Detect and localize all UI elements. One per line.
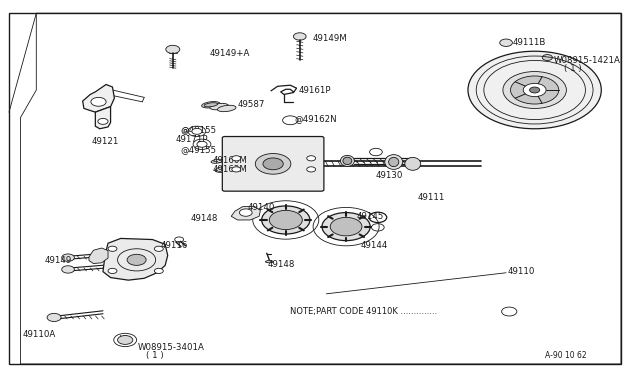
Circle shape bbox=[91, 97, 106, 106]
Text: 49148: 49148 bbox=[268, 260, 296, 269]
Circle shape bbox=[61, 254, 74, 261]
Circle shape bbox=[47, 313, 61, 321]
Text: NOTE;PART CODE 49110K ..............: NOTE;PART CODE 49110K .............. bbox=[290, 307, 438, 316]
Circle shape bbox=[263, 158, 284, 170]
Circle shape bbox=[307, 156, 316, 161]
Circle shape bbox=[307, 167, 316, 172]
Text: 49171P: 49171P bbox=[175, 135, 208, 144]
Circle shape bbox=[500, 39, 513, 46]
Text: 49162M: 49162M bbox=[212, 165, 247, 174]
Text: 49111: 49111 bbox=[417, 193, 445, 202]
Text: 49160M: 49160M bbox=[212, 156, 247, 166]
Circle shape bbox=[61, 266, 74, 273]
Text: 49149+A: 49149+A bbox=[210, 49, 250, 58]
Text: 49145: 49145 bbox=[357, 212, 384, 221]
Circle shape bbox=[269, 211, 302, 230]
Circle shape bbox=[127, 254, 146, 265]
Text: W: W bbox=[541, 55, 548, 61]
Ellipse shape bbox=[385, 155, 403, 169]
Polygon shape bbox=[103, 238, 168, 280]
Text: 49144: 49144 bbox=[360, 241, 387, 250]
Text: W: W bbox=[120, 336, 127, 344]
Circle shape bbox=[293, 33, 306, 40]
Text: @49155: @49155 bbox=[180, 125, 216, 134]
Circle shape bbox=[542, 55, 552, 61]
Text: A-90 10 62: A-90 10 62 bbox=[545, 350, 586, 360]
Circle shape bbox=[98, 118, 108, 124]
Text: 49111B: 49111B bbox=[513, 38, 546, 46]
Polygon shape bbox=[89, 248, 108, 263]
Text: @: @ bbox=[182, 128, 189, 135]
Ellipse shape bbox=[210, 103, 228, 110]
Polygon shape bbox=[231, 206, 260, 220]
Circle shape bbox=[154, 246, 163, 251]
Circle shape bbox=[524, 83, 546, 97]
Circle shape bbox=[511, 76, 559, 104]
Text: @49155: @49155 bbox=[180, 145, 216, 154]
Text: 49587: 49587 bbox=[237, 100, 265, 109]
Circle shape bbox=[108, 268, 117, 273]
Text: 49110: 49110 bbox=[508, 267, 535, 276]
FancyBboxPatch shape bbox=[222, 137, 324, 191]
Circle shape bbox=[330, 217, 362, 236]
Text: 49161P: 49161P bbox=[298, 86, 331, 95]
Circle shape bbox=[108, 246, 117, 251]
Circle shape bbox=[255, 154, 291, 174]
Circle shape bbox=[166, 45, 180, 54]
Circle shape bbox=[192, 128, 202, 134]
Text: 49149M: 49149M bbox=[312, 34, 348, 43]
Ellipse shape bbox=[215, 166, 232, 172]
Ellipse shape bbox=[218, 105, 236, 112]
Circle shape bbox=[322, 212, 370, 241]
Ellipse shape bbox=[202, 102, 220, 108]
Circle shape bbox=[262, 206, 310, 234]
Circle shape bbox=[197, 141, 207, 147]
Text: @49162N: @49162N bbox=[294, 114, 337, 123]
Circle shape bbox=[232, 156, 241, 161]
Polygon shape bbox=[95, 107, 111, 129]
Text: 49110A: 49110A bbox=[22, 330, 56, 339]
Polygon shape bbox=[83, 84, 115, 112]
Ellipse shape bbox=[388, 157, 399, 167]
Circle shape bbox=[118, 336, 132, 344]
Ellipse shape bbox=[266, 260, 273, 263]
Circle shape bbox=[468, 51, 602, 129]
Circle shape bbox=[232, 167, 241, 172]
Ellipse shape bbox=[340, 155, 355, 166]
Text: W08915-3401A: W08915-3401A bbox=[138, 343, 205, 352]
Text: 49148: 49148 bbox=[191, 214, 218, 223]
Circle shape bbox=[239, 209, 252, 216]
Circle shape bbox=[503, 71, 566, 109]
Circle shape bbox=[529, 87, 540, 93]
Ellipse shape bbox=[405, 157, 420, 170]
Text: W08915-1421A: W08915-1421A bbox=[554, 56, 621, 65]
Text: 49140: 49140 bbox=[248, 203, 275, 212]
Text: ( 1 ): ( 1 ) bbox=[564, 64, 582, 73]
Text: 49130: 49130 bbox=[376, 171, 403, 180]
Text: ( 1 ): ( 1 ) bbox=[146, 351, 164, 360]
Text: 49149: 49149 bbox=[45, 256, 72, 265]
Text: 49116: 49116 bbox=[160, 241, 188, 250]
Ellipse shape bbox=[204, 103, 218, 107]
Ellipse shape bbox=[343, 157, 352, 164]
Ellipse shape bbox=[211, 159, 223, 163]
Text: 49121: 49121 bbox=[92, 137, 119, 146]
Circle shape bbox=[154, 268, 163, 273]
